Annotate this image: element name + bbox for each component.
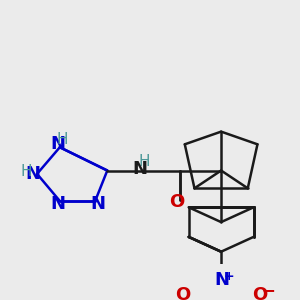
Text: N: N [50,135,65,153]
Text: H: H [21,164,32,179]
Text: −: − [261,281,275,299]
Text: +: + [224,269,234,283]
Text: O: O [253,286,268,300]
Text: O: O [169,193,184,211]
Text: O: O [176,286,191,300]
Text: N: N [25,165,40,183]
Text: N: N [214,272,230,290]
Text: N: N [133,160,148,178]
Text: H: H [57,132,68,147]
Text: N: N [90,196,105,214]
Text: H: H [139,154,150,169]
Text: N: N [50,196,65,214]
